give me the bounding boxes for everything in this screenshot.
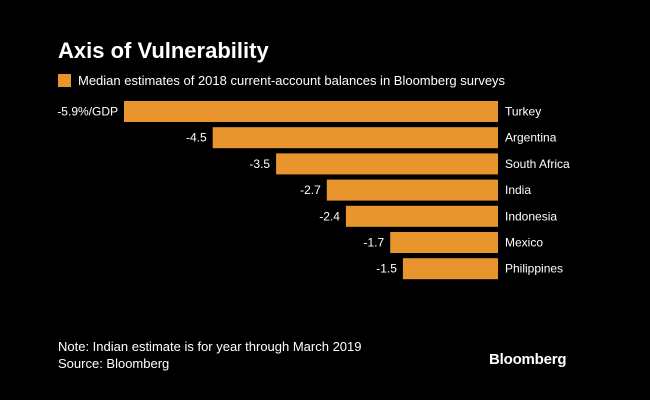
bloomberg-logo: Bloomberg [489,351,567,368]
category-label-turkey: Turkey [505,105,541,119]
value-label-south-africa: -3.5 [249,157,270,171]
value-label-argentina: -4.5 [186,131,207,145]
legend-swatch [58,73,71,87]
chart-title: Axis of Vulnerability [58,38,269,63]
bar-turkey [124,101,498,122]
category-label-argentina: Argentina [505,131,557,145]
value-label-india: -2.7 [300,183,321,197]
value-label-indonesia: -2.4 [319,209,340,223]
bar-south-africa [276,153,498,175]
bar-mexico [390,232,498,253]
source-text: Source: Bloomberg [58,356,170,371]
value-label-turkey: -5.9%/GDP [57,105,118,119]
value-label-mexico: -1.7 [364,236,385,250]
category-label-philippines: Philippines [505,262,563,276]
category-label-mexico: Mexico [505,236,543,250]
bar-indonesia [345,205,498,227]
category-label-india: India [505,183,531,197]
bar-india [326,179,498,201]
legend-label: Median estimates of 2018 current-account… [78,72,506,88]
value-label-philippines: -1.5 [376,262,397,276]
notes: Note: Indian estimate is for year throug… [58,338,362,372]
note-text: Note: Indian estimate is for year throug… [58,339,362,354]
bar-philippines [402,258,498,280]
category-label-south-africa: South Africa [505,157,570,171]
legend: Median estimates of 2018 current-account… [58,72,505,88]
bar-argentina [212,127,498,149]
category-label-indonesia: Indonesia [505,209,557,223]
